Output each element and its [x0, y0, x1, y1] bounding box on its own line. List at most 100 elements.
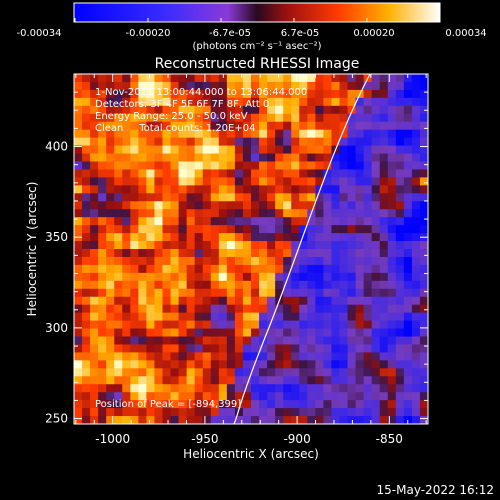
heatmap-cell [154, 225, 163, 234]
heatmap-cell [339, 177, 349, 186]
heatmap-cell [307, 129, 316, 139]
heatmap-cell [234, 416, 244, 424]
heatmap-cell [106, 217, 115, 226]
heatmap-cell [283, 177, 292, 186]
heatmap-cell [210, 272, 220, 282]
heatmap-cell [194, 113, 204, 123]
heatmap-cell [74, 249, 83, 258]
heatmap-cell [307, 233, 316, 242]
heatmap-cell [251, 296, 260, 306]
heatmap-cell [154, 169, 163, 178]
heatmap-cell [371, 392, 381, 401]
heatmap-cell [419, 74, 428, 83]
heatmap-cell [251, 384, 260, 393]
heatmap-cell [339, 137, 349, 147]
heatmap-cell [170, 312, 180, 322]
heatmap-cell [186, 416, 196, 424]
heatmap-cell [355, 296, 365, 306]
heatmap-cell [403, 400, 413, 409]
heatmap-cell [154, 368, 163, 377]
heatmap-cell [259, 201, 268, 210]
heatmap-cell [259, 416, 268, 424]
heatmap-cell [379, 264, 389, 274]
heatmap-cell [146, 225, 155, 234]
heatmap-cell [291, 145, 300, 155]
heatmap-cell [194, 129, 204, 139]
heatmap-cell [411, 81, 421, 91]
heatmap-cell [234, 360, 244, 369]
heatmap-cell [226, 153, 236, 162]
heatmap-cell [275, 209, 284, 218]
heatmap-cell [315, 368, 324, 377]
heatmap-cell [234, 193, 244, 202]
heatmap-cell [106, 360, 115, 369]
heatmap-cell [363, 97, 373, 107]
heatmap-cell [403, 153, 413, 162]
heatmap-cell [74, 129, 83, 139]
heatmap-cell [242, 328, 252, 337]
heatmap-cell [242, 145, 252, 155]
heatmap-cell [218, 161, 228, 170]
heatmap-cell [259, 161, 268, 170]
heatmap-cell [242, 185, 252, 194]
heatmap-cell [315, 121, 324, 131]
heatmap-cell [162, 320, 172, 330]
heatmap-cell [299, 129, 308, 139]
heatmap-cell [210, 400, 220, 409]
heatmap-cell [154, 400, 163, 409]
heatmap-cell [347, 129, 357, 139]
heatmap-cell [178, 304, 188, 314]
colorbar [73, 2, 441, 23]
heatmap-cell [251, 89, 260, 99]
heatmap-cell [210, 145, 220, 155]
heatmap-cell [307, 416, 316, 424]
heatmap-cell [154, 360, 163, 369]
heatmap-cell [210, 336, 220, 345]
heatmap-cell [363, 113, 373, 123]
colorbar-ticks [74, 18, 440, 22]
heatmap-cell [371, 113, 381, 123]
heatmap-cell [202, 320, 212, 330]
heatmap-cell [299, 169, 308, 178]
heatmap-cell [194, 256, 204, 266]
heatmap-cell [242, 344, 252, 353]
heatmap-cell [178, 113, 188, 123]
heatmap-cell [138, 249, 147, 258]
heatmap-cell [170, 97, 180, 107]
heatmap-cell [162, 336, 172, 345]
heatmap-cell [98, 272, 107, 282]
heatmap-cell [218, 153, 228, 162]
heatmap-cell [283, 328, 292, 337]
heatmap-cell [154, 336, 163, 345]
solar-limb-line [233, 74, 371, 424]
heatmap-cell [130, 161, 139, 170]
heatmap-cell [186, 209, 196, 218]
heatmap-cell [251, 81, 260, 91]
heatmap-cell [419, 344, 428, 353]
x-tick-label: -1000 [95, 432, 130, 446]
heatmap-cell [226, 105, 236, 115]
heatmap-cell [259, 368, 268, 377]
heatmap-cell [291, 336, 300, 345]
heatmap-cell [154, 201, 163, 210]
heatmap-cell [347, 74, 357, 83]
heatmap-cell [283, 129, 292, 139]
heatmap-cell [259, 145, 268, 155]
heatmap-cell [170, 153, 180, 162]
heatmap-cell [283, 74, 292, 83]
heatmap-cell [395, 74, 405, 83]
heatmap-cell [194, 121, 204, 131]
heatmap-cell [74, 352, 83, 361]
info-energy-range: Energy Range: 25.0 - 50.0 keV [95, 111, 248, 122]
heatmap-cell [267, 193, 276, 202]
heatmap-cell [251, 416, 260, 424]
heatmap-cell [74, 368, 83, 377]
heatmap-cell [186, 81, 196, 91]
heatmap-cell [218, 392, 228, 401]
heatmap-cell [162, 400, 172, 409]
heatmap-cell [387, 193, 397, 202]
heatmap-cell [339, 264, 349, 274]
heatmap-cell [114, 312, 123, 322]
heatmap-cell [106, 296, 115, 306]
heatmap-cell [82, 280, 91, 290]
